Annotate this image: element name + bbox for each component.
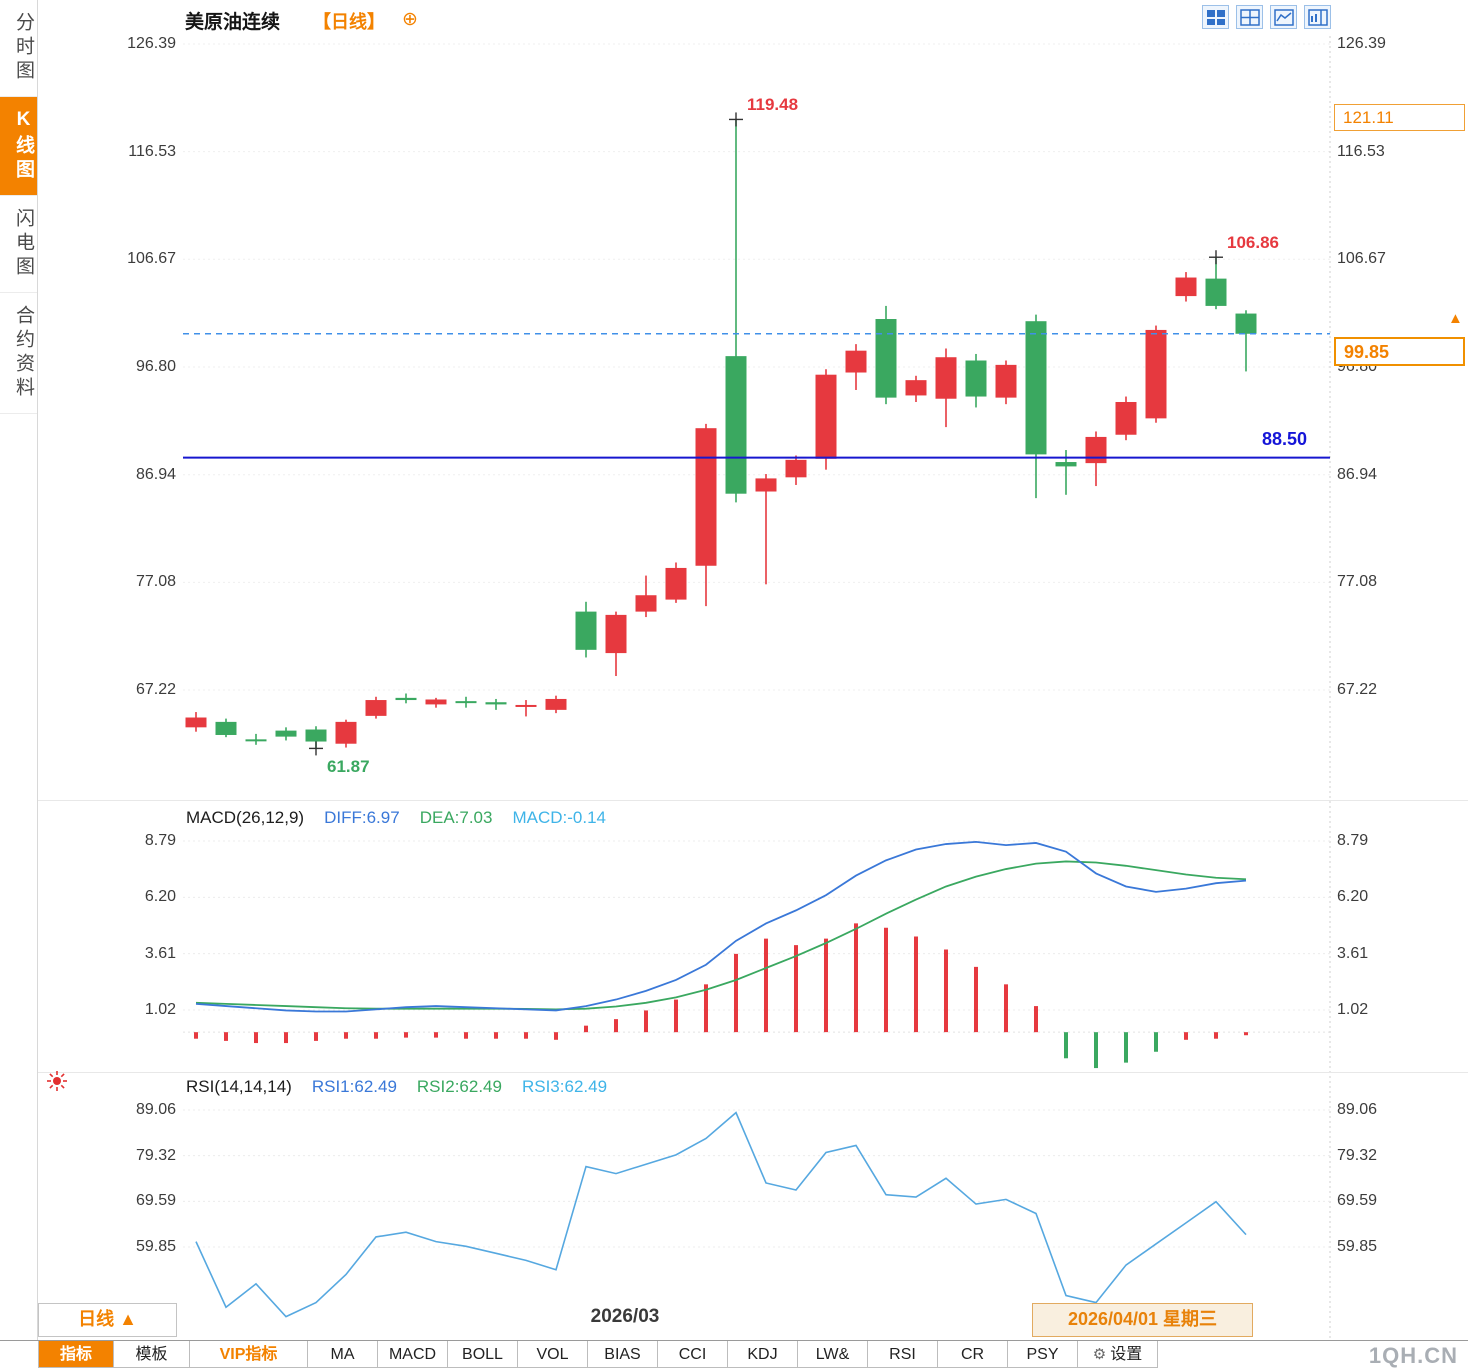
macd-diff-value: DIFF:6.97 (324, 808, 400, 827)
period-selector[interactable]: 日线 ▲ (38, 1303, 177, 1337)
cursor-date-label: 2026/04/01 星期三 (1032, 1303, 1253, 1337)
sidebar-tab-kline-chart[interactable]: K线图 (0, 97, 37, 196)
toolbar-kdj-button[interactable]: KDJ (728, 1341, 798, 1368)
macd-hist-value: MACD:-0.14 (512, 808, 606, 827)
upper-price-tag: 121.11 (1334, 104, 1465, 131)
toolbar-label: MACD (388, 1345, 437, 1363)
layout-quad-icon[interactable] (1202, 5, 1229, 29)
toolbar-label: BIAS (604, 1345, 641, 1363)
toolbar-label: PSY (1026, 1345, 1059, 1363)
layout-split-glyph (1307, 8, 1328, 26)
hline-price-label: 88.50 (1262, 429, 1308, 449)
rsi2-value: RSI2:62.49 (416, 1077, 502, 1096)
macd-dea-value: DEA:7.03 (419, 808, 493, 827)
toolbar-settings-button[interactable]: ⚙ 设置 (1078, 1341, 1158, 1368)
toolbar-label: 指标 (59, 1345, 92, 1363)
sidebar-tab-contract-info[interactable]: 合约资料 (0, 293, 37, 414)
rsi-header: RSI(14,14,14) RSI1:62.49 RSI2:62.49 RSI3… (186, 1077, 607, 1097)
toolbar-boll-button[interactable]: BOLL (448, 1341, 518, 1368)
toolbar-label: CR (960, 1345, 985, 1363)
layout-grid-icon[interactable] (1236, 5, 1263, 29)
toolbar-label: LW& (815, 1345, 850, 1363)
instrument-title: 美原油连续 (185, 12, 281, 33)
toolbar-vip-indicators-button[interactable]: VIP指标 (190, 1341, 308, 1368)
sun-icon[interactable] (46, 1070, 68, 1097)
rsi3-value: RSI3:62.49 (521, 1077, 608, 1096)
indicator-toolbar: 指标 模板 VIP指标 MA MACD BOLL VOL BIAS CCI KD… (0, 1340, 1468, 1368)
toolbar-bias-button[interactable]: BIAS (588, 1341, 658, 1368)
sidebar-tab-flash-chart[interactable]: 闪电图 (0, 196, 37, 293)
toolbar-label: KDJ (747, 1345, 778, 1363)
rsi-params-label: RSI(14,14,14) (186, 1077, 292, 1096)
period-selector-arrow-icon: ▲ (119, 1309, 137, 1329)
period-tag: 【日线】 (313, 12, 385, 32)
gear-icon: ⚙ (1092, 1345, 1107, 1363)
toolbar-label: BOLL (462, 1345, 503, 1363)
watermark: 1QH.CN (1368, 1343, 1458, 1368)
toolbar-vol-button[interactable]: VOL (518, 1341, 588, 1368)
toolbar-psy-button[interactable]: PSY (1008, 1341, 1078, 1368)
layout-chart-icon[interactable] (1270, 5, 1297, 29)
period-selector-label: 日线 (78, 1309, 115, 1329)
panel-separator (38, 1072, 1468, 1073)
layout-chart-glyph (1273, 8, 1294, 26)
sidebar-tab-time-chart[interactable]: 分时图 (0, 0, 37, 97)
toolbar-template-button[interactable]: 模板 (114, 1341, 190, 1368)
last-price-tag: 99.85 (1334, 337, 1465, 366)
toolbar-label: RSI (889, 1345, 916, 1363)
toolbar-cr-button[interactable]: CR (938, 1341, 1008, 1368)
toolbar-label: MA (330, 1345, 355, 1363)
toolbar-lwr-button[interactable]: LW& (798, 1341, 868, 1368)
macd-header: MACD(26,12,9) DIFF:6.97 DEA:7.03 MACD:-0… (186, 808, 606, 828)
toolbar-macd-button[interactable]: MACD (378, 1341, 448, 1368)
panel-separator (38, 800, 1468, 801)
layout-icons-group (1202, 5, 1331, 29)
toolbar-label: 设置 (1110, 1345, 1143, 1363)
rsi1-value: RSI1:62.49 (311, 1077, 397, 1096)
circle-plus-icon[interactable]: ⊕ (402, 9, 418, 30)
x-axis-month-label: 2026/03 (590, 1306, 660, 1327)
toolbar-label: VOL (536, 1345, 569, 1363)
toolbar-label: CCI (678, 1345, 707, 1363)
toolbar-label: 模板 (135, 1345, 168, 1363)
sidebar: 分时图 K线图 闪电图 合约资料 (0, 0, 38, 1340)
toolbar-rsi-button[interactable]: RSI (868, 1341, 938, 1368)
toolbar-cci-button[interactable]: CCI (658, 1341, 728, 1368)
layout-grid-glyph (1239, 8, 1260, 26)
layout-split-icon[interactable] (1304, 5, 1331, 29)
macd-params-label: MACD(26,12,9) (186, 808, 305, 827)
sun-glyph (47, 1071, 67, 1091)
toolbar-label: VIP指标 (219, 1345, 278, 1363)
layout-quad-glyph (1206, 9, 1225, 25)
toolbar-indicators-button[interactable]: 指标 (38, 1341, 114, 1368)
toolbar-ma-button[interactable]: MA (308, 1341, 378, 1368)
price-up-arrow: ▲ (1448, 310, 1463, 327)
